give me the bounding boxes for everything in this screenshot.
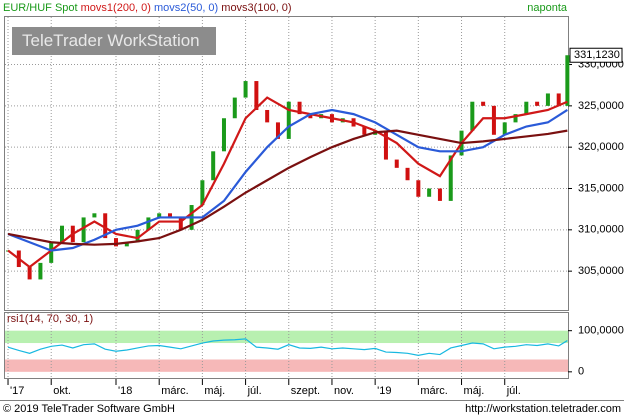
- band: [5, 330, 568, 344]
- x-tick-label: júl.: [247, 385, 262, 397]
- candle: [416, 180, 421, 197]
- candle: [362, 126, 367, 135]
- y-tick-label: 320,0000: [578, 141, 624, 153]
- candle: [394, 159, 399, 168]
- y-tick-label: 325,0000: [578, 100, 624, 112]
- candle: [92, 213, 97, 218]
- candle: [427, 188, 432, 197]
- candle: [470, 101, 475, 131]
- x-tick-label: '18: [118, 385, 132, 397]
- candle: [211, 151, 216, 181]
- series-label: rsi1(14, 70, 30, 1): [7, 313, 93, 325]
- y-tick-label: 315,0000: [578, 182, 624, 194]
- legend-entry: movs3(100, 0): [221, 2, 291, 14]
- band: [5, 359, 568, 372]
- y-tick-label: 0: [578, 366, 584, 378]
- candle: [308, 114, 313, 119]
- y-tick-label: 100,0000: [578, 325, 624, 337]
- candle: [49, 242, 54, 263]
- copyright: © 2019 TeleTrader Software GmbH: [3, 403, 175, 415]
- series-line: [7, 108, 568, 252]
- series-line: [7, 338, 568, 356]
- candle: [38, 262, 43, 280]
- candle: [60, 225, 65, 243]
- candle: [232, 97, 237, 119]
- candle: [448, 155, 453, 201]
- candle: [502, 122, 507, 135]
- interval: naponta: [527, 2, 568, 14]
- x-tick-label: máj.: [464, 385, 485, 397]
- legend: EUR/HUF Spot movs1(200, 0) movs2(50, 0) …: [3, 2, 292, 14]
- candle: [157, 213, 162, 218]
- watermark-box: [12, 27, 216, 55]
- legend-entry: EUR/HUF Spot: [3, 2, 78, 14]
- candle: [383, 130, 388, 160]
- watermark: TeleTrader WorkStation: [22, 31, 200, 50]
- candle: [297, 101, 302, 115]
- series-line: [7, 129, 568, 246]
- candle: [275, 122, 280, 139]
- candle: [114, 238, 119, 247]
- candle: [221, 118, 226, 152]
- series-line: [7, 96, 568, 269]
- last-value-label: 331,1230: [574, 49, 620, 61]
- x-tick-label: szept.: [291, 385, 320, 397]
- candle: [135, 229, 140, 243]
- x-tick-label: júl.: [506, 385, 521, 397]
- candle: [167, 213, 172, 218]
- candle: [535, 101, 540, 106]
- candle: [524, 101, 529, 115]
- x-tick-label: máj.: [204, 385, 225, 397]
- candle: [103, 213, 108, 239]
- x-tick-label: '17: [10, 385, 24, 397]
- x-tick-label: márc.: [161, 385, 189, 397]
- price-panel: [4, 16, 569, 311]
- y-tick-label: 310,0000: [578, 224, 624, 236]
- legend-entry: movs2(50, 0): [154, 2, 218, 14]
- candle: [405, 167, 410, 181]
- candle: [265, 109, 270, 123]
- candle: [437, 188, 442, 201]
- x-tick-label: nov.: [334, 385, 354, 397]
- candle: [27, 267, 32, 280]
- candle: [124, 242, 129, 247]
- rsi-panel: [4, 312, 569, 379]
- candle: [565, 55, 570, 106]
- candle: [254, 81, 259, 110]
- x-tick-label: okt.: [53, 385, 71, 397]
- candle: [200, 180, 205, 206]
- url: http://workstation.teletrader.com: [465, 403, 621, 415]
- candle: [481, 101, 486, 106]
- candle: [286, 101, 291, 139]
- candle: [178, 217, 183, 230]
- candle: [146, 217, 151, 230]
- candle: [545, 93, 550, 106]
- last-value-box: [569, 47, 623, 63]
- candle: [556, 93, 561, 106]
- candle: [491, 105, 496, 135]
- candle: [513, 114, 518, 123]
- x-tick-label: '19: [377, 385, 391, 397]
- legend-entry: movs1(200, 0): [81, 2, 151, 14]
- y-tick-label: 305,0000: [578, 265, 624, 277]
- candle: [81, 217, 86, 243]
- x-tick-label: márc.: [420, 385, 448, 397]
- candle: [243, 81, 248, 98]
